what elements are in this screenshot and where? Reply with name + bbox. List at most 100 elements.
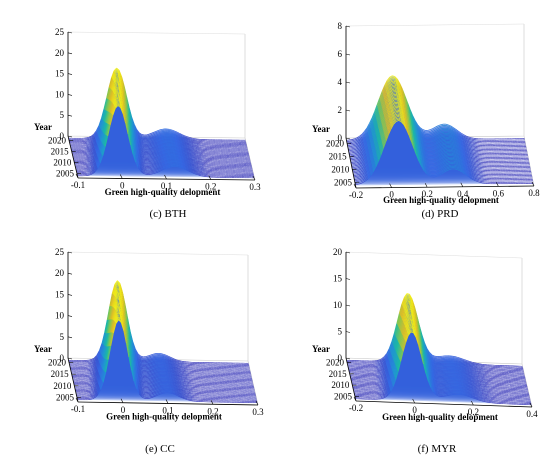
curve-segment <box>156 149 159 152</box>
curve-segment <box>188 168 191 171</box>
curve-segment <box>114 72 118 75</box>
curve-segment <box>391 96 395 100</box>
curve-segment <box>467 142 471 144</box>
curve-segment <box>156 161 159 164</box>
curve-segment <box>476 162 479 164</box>
curve-segment <box>434 148 438 151</box>
curve-segment <box>461 145 465 148</box>
curve-segment <box>463 147 467 150</box>
curve-segment <box>451 141 455 144</box>
curve-segment <box>398 89 403 95</box>
curve-segment <box>458 130 462 134</box>
curve-segment <box>180 136 184 139</box>
curve-segment <box>399 93 403 99</box>
curve-segment <box>143 165 147 167</box>
curve-segment <box>197 170 201 172</box>
curve-segment <box>362 152 366 156</box>
curve-segment <box>370 141 374 147</box>
curve-segment <box>114 92 118 96</box>
curve-segment <box>165 154 169 156</box>
curve-segment <box>159 139 163 142</box>
curve-segment <box>470 144 473 146</box>
curve-segment <box>433 145 437 148</box>
curve-segment <box>400 86 404 93</box>
curve-segment <box>411 118 415 125</box>
curve-segment <box>179 149 182 152</box>
curve-segment <box>351 152 355 154</box>
curve-segment <box>95 136 100 142</box>
curve-segment <box>355 183 359 186</box>
curve-segment <box>413 122 417 129</box>
curve-segment <box>152 158 156 160</box>
curve-segment <box>424 136 427 138</box>
curve-segment <box>465 143 469 146</box>
curve-segment <box>471 152 475 154</box>
curve-segment <box>94 154 98 158</box>
curve-segment <box>434 135 438 139</box>
curve-segment <box>88 155 91 157</box>
curve-segment <box>160 133 164 135</box>
curve-fill <box>77 104 255 177</box>
curve-segment <box>174 139 178 142</box>
curve-segment <box>90 144 94 147</box>
curve-segment <box>432 167 436 170</box>
curve-segment <box>389 86 393 90</box>
curve-fill <box>74 92 252 165</box>
curve-segment <box>136 161 140 166</box>
curve-segment <box>93 131 97 136</box>
curve-segment <box>111 70 115 78</box>
curve-segment <box>160 166 164 169</box>
curve-segment <box>436 143 440 147</box>
curve-segment <box>136 149 140 154</box>
curve-segment <box>413 121 417 127</box>
curve-segment <box>94 143 98 148</box>
curve-segment <box>175 155 179 157</box>
curve-segment <box>174 150 178 152</box>
x-axis-label: Green high-quality delopment <box>105 187 221 197</box>
curve-segment <box>168 166 172 168</box>
curve-segment <box>96 138 101 145</box>
curve-segment <box>470 148 474 150</box>
curve-segment <box>471 139 475 142</box>
curve-segment <box>419 134 423 138</box>
curve-segment <box>389 89 393 93</box>
curve-segment <box>149 158 153 160</box>
curve-segment <box>109 79 114 89</box>
curve-segment <box>382 105 386 113</box>
curve-segment <box>419 133 423 137</box>
curve-segment <box>420 130 424 133</box>
curve-segment <box>393 80 397 83</box>
curve-segment <box>161 162 165 165</box>
curve-segment <box>143 163 146 165</box>
curve-segment <box>180 166 184 168</box>
curve-segment <box>90 164 94 167</box>
curve-segment <box>453 127 457 130</box>
curve-segment <box>174 140 178 143</box>
curve-segment <box>371 127 375 134</box>
curve-segment <box>186 142 190 144</box>
curve-segment <box>399 92 403 98</box>
curve-segment <box>395 92 399 95</box>
curve-segment <box>141 166 145 169</box>
curve-segment <box>460 140 464 143</box>
curve-segment <box>454 136 458 139</box>
curve-segment <box>175 145 179 147</box>
curve-segment <box>359 148 363 151</box>
curve-segment <box>367 144 371 149</box>
curve-segment <box>178 156 182 158</box>
curve-segment <box>447 156 450 158</box>
curve-segment <box>153 137 156 139</box>
curve-segment <box>461 148 465 151</box>
curve-segment <box>392 88 395 90</box>
curve-segment <box>451 128 455 131</box>
curve-segment <box>96 138 100 144</box>
curve-segment <box>353 173 356 175</box>
curve-segment <box>395 89 398 93</box>
curve-segment <box>102 146 106 156</box>
curve-segment <box>451 129 455 132</box>
curve-segment <box>373 135 377 142</box>
curve-segment <box>364 144 368 149</box>
curve-segment <box>151 152 155 155</box>
curve-segment <box>182 137 186 140</box>
